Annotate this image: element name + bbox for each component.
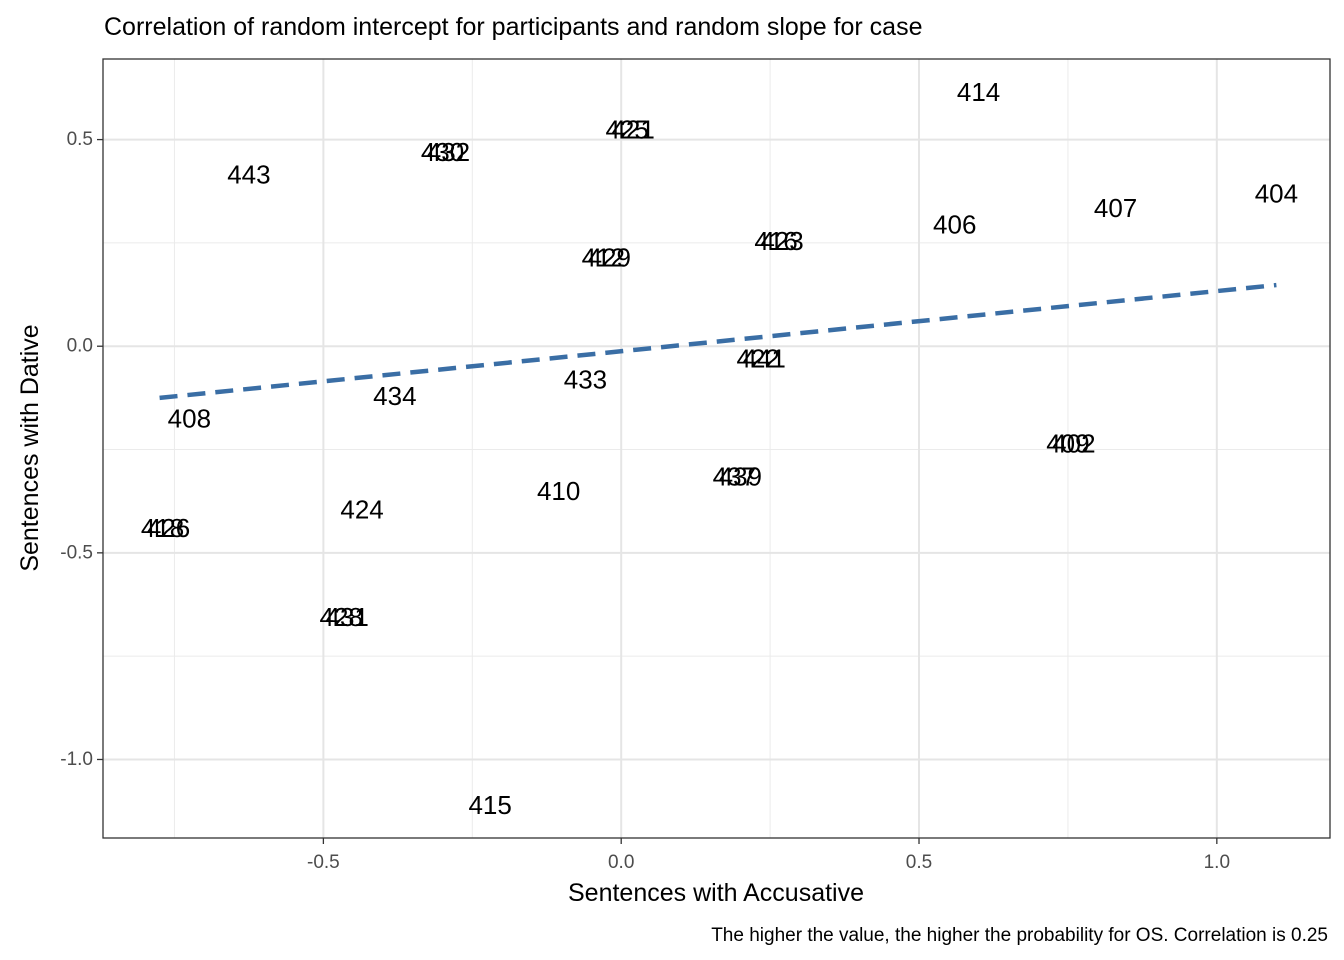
point-label: 428 <box>320 602 363 632</box>
chart-title: Correlation of random intercept for part… <box>104 13 922 41</box>
point-label: 437 <box>713 461 756 491</box>
point-label: 426 <box>147 513 190 543</box>
minor-gridlines <box>103 59 1330 838</box>
point-label: 434 <box>373 381 416 411</box>
trend-line-layer <box>159 282 1277 401</box>
x-tick-label: 0.0 <box>608 852 634 873</box>
point-label: 431 <box>326 602 369 632</box>
point-label: 430 <box>421 137 464 167</box>
point-label: 404 <box>1255 178 1298 208</box>
x-tick-label: 1.0 <box>1204 852 1230 873</box>
point-label: 407 <box>1094 193 1137 223</box>
x-tick-label: 0.5 <box>906 852 932 873</box>
point-label: 409 <box>1046 428 1089 458</box>
point-label: 433 <box>564 364 607 394</box>
y-tick-label: -1.0 <box>60 749 93 770</box>
point-label: 425 <box>605 114 648 144</box>
point-label: 416 <box>754 226 797 256</box>
point-label: 402 <box>1052 428 1095 458</box>
chart-caption: The higher the value, the higher the pro… <box>711 925 1328 946</box>
point-label: 429 <box>588 242 631 272</box>
x-tick-label: -0.5 <box>307 852 340 873</box>
point-label: 443 <box>227 160 270 190</box>
point-label: 418 <box>141 513 184 543</box>
point-label: 439 <box>719 461 762 491</box>
x-axis-title: Sentences with Accusative <box>568 879 864 907</box>
point-label: 408 <box>168 404 211 434</box>
trend-line <box>159 282 1277 401</box>
point-label: 422 <box>736 344 779 374</box>
point-label: 423 <box>760 226 803 256</box>
y-axis-ticks: 0.5 0.0 -0.5 -1.0 <box>60 129 103 770</box>
point-label: 410 <box>537 476 580 506</box>
point-label: 415 <box>468 790 511 820</box>
point-label: 441 <box>742 344 785 374</box>
y-axis-title: Sentences with Dative <box>16 324 44 571</box>
point-label: 432 <box>427 137 470 167</box>
panel-border <box>102 58 1331 839</box>
point-label: 414 <box>957 77 1000 107</box>
point-label: 412 <box>582 242 625 272</box>
y-tick-label: -0.5 <box>60 542 93 563</box>
y-tick-label: 0.0 <box>67 336 93 357</box>
point-label: 424 <box>340 494 383 524</box>
point-label: 421 <box>611 114 654 144</box>
y-tick-label: 0.5 <box>67 129 93 150</box>
point-label: 406 <box>933 209 976 239</box>
x-axis-ticks: -0.5 0.0 0.5 1.0 <box>307 838 1230 873</box>
major-gridlines <box>103 59 1330 838</box>
